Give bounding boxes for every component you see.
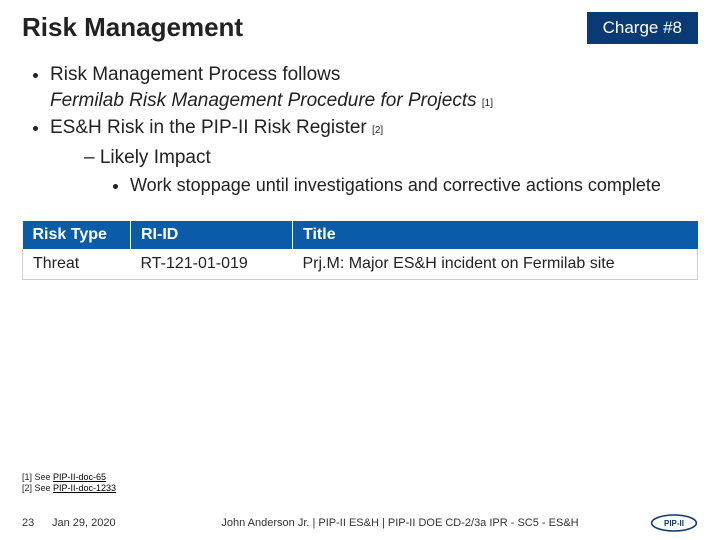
footnote-2-prefix: [2] See [22,483,53,493]
cell-risk-type: Threat [23,249,131,280]
svg-text:PIP-II: PIP-II [664,519,684,528]
sub-bullet-2: Work stoppage until investigations and c… [130,173,698,197]
content-block: Risk Management Process follows Fermilab… [0,48,720,197]
ref-2: [2] [372,125,383,136]
cell-ri-id: RT-121-01-019 [131,249,293,280]
bullet-1-italic: Fermilab Risk Management Procedure for P… [50,90,477,111]
sub-bullet-1: Likely Impact Work stoppage until invest… [84,145,698,197]
sub-bullet-1-text: Likely Impact [100,147,211,168]
footnote-1-link[interactable]: PIP-II-doc-65 [53,472,106,482]
footnote-1: [1] See PIP-II-doc-65 [22,472,116,483]
footer-date: Jan 29, 2020 [52,517,162,529]
th-risk-type: Risk Type [23,221,131,249]
footer-meta: John Anderson Jr. | PIP-II ES&H | PIP-II… [162,517,638,529]
footnotes: [1] See PIP-II-doc-65 [2] See PIP-II-doc… [22,472,116,495]
page-number: 23 [22,517,52,529]
bullet-2: ES&H Risk in the PIP-II Risk Register [2… [50,115,698,197]
th-ri-id: RI-ID [131,221,293,249]
footnote-1-prefix: [1] See [22,472,53,482]
table-row: Threat RT-121-01-019 Prj.M: Major ES&H i… [23,249,698,280]
th-title: Title [293,221,698,249]
risk-table: Risk Type RI-ID Title Threat RT-121-01-0… [22,221,698,280]
pip-ii-logo: PIP-II [638,511,698,535]
cell-title: Prj.M: Major ES&H incident on Fermilab s… [293,249,698,280]
page-title: Risk Management [22,12,243,43]
bullet-2-text: ES&H Risk in the PIP-II Risk Register [50,117,367,138]
bullet-1: Risk Management Process follows Fermilab… [50,62,698,113]
bullet-1-text: Risk Management Process follows [50,64,340,85]
footnote-2-link[interactable]: PIP-II-doc-1233 [53,483,116,493]
charge-badge: Charge #8 [587,12,698,44]
ref-1: [1] [482,98,493,109]
footnote-2: [2] See PIP-II-doc-1233 [22,483,116,494]
footer: 23 Jan 29, 2020 John Anderson Jr. | PIP-… [0,506,720,540]
